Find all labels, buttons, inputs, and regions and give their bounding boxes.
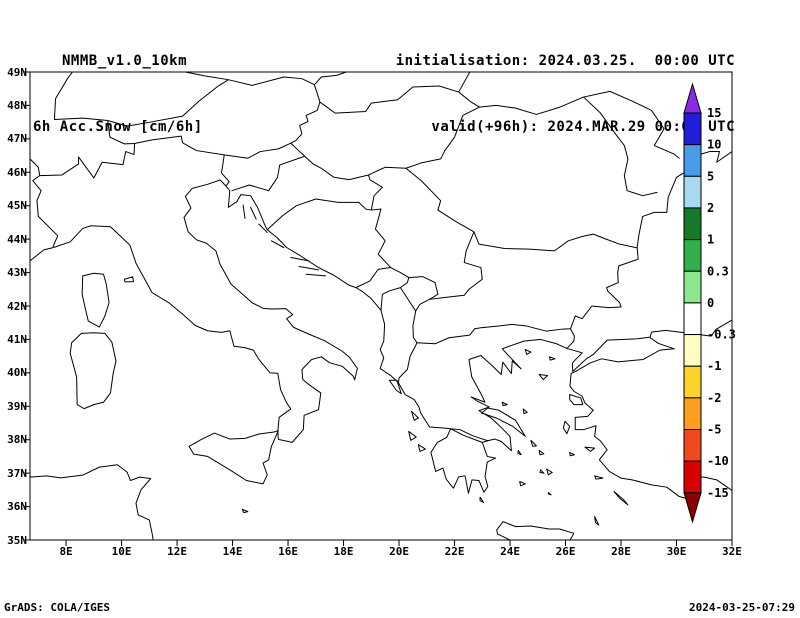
lat-label: 47N [7,132,27,146]
lat-label: 44N [7,232,27,246]
lat-label: 43N [7,266,27,280]
lon-label: 16E [278,545,298,558]
lon-label: 26E [555,545,576,558]
island-corsica [82,273,109,327]
coast-thrace-blacksea [567,320,732,371]
island-sardinia [70,333,116,409]
lat-label: 48N [7,98,27,112]
lat-label: 42N [7,299,27,313]
lat-label: 39N [7,399,27,413]
lon-label: 18E [333,545,354,558]
model-title: NMMB_v1.0_10km [62,53,188,69]
snow-shading [75,131,236,159]
map-border [29,71,733,541]
lat-label: 40N [7,366,27,380]
borders-dinaric [267,175,438,311]
island-euboea [481,408,525,436]
lon-label: 32E [722,545,742,558]
lat-label: 36N [7,500,27,514]
coast-italy-adriatic-greece [30,180,488,442]
lat-label: 37N [7,466,27,480]
country-borders [30,72,679,383]
coast-attica-north-aegean [469,339,567,450]
lon-label: 10E [111,545,132,558]
lon-label: 8E [59,545,73,558]
lon-label: 28E [611,545,631,558]
lat-label: 46N [7,165,27,179]
coast-marmara-south [576,338,674,371]
borders-alps-central-europe [30,72,480,246]
field-title: 6h Acc.Snow [cm/6h] [33,119,203,135]
lon-label: 20E [389,545,409,558]
map-plot [24,71,733,546]
island-crete [497,522,574,543]
lat-label: 49N [7,65,27,79]
borders-serbia-bulgaria-greece [398,168,637,383]
creation-timestamp: 2024-03-25-07:29 [689,601,795,614]
islands-croatian [243,205,325,276]
lon-label: 12E [167,545,187,558]
init-time: initialisation: 2024.03.25. 00:00 UTC [395,53,735,69]
lon-label: 30E [666,545,687,558]
borders-pannonia-east [305,91,680,195]
islands-small-aegean-ionian [124,277,628,525]
header-left: NMMB_v1.0_10km 6h Acc.Snow [cm/6h] [33,6,203,182]
lat-label: 41N [7,332,27,346]
island-sicily [189,431,278,484]
coast-aegean-turkey [570,371,732,499]
coast-peloponnese [431,429,496,494]
lon-label: 24E [500,545,520,558]
lat-label: 45N [7,199,27,213]
coast-blacksea-west [607,152,732,307]
lat-label: 35N [7,533,27,547]
snow-patch-alps [203,131,235,140]
lat-label: 38N [7,433,27,447]
lon-label: 22E [444,545,465,558]
axis-ticks [24,71,733,546]
grads-stamp: GrADS: COLA/IGES [4,601,110,614]
coastlines [30,152,732,543]
coast-north-africa [30,465,153,542]
lon-label: 14E [222,545,243,558]
